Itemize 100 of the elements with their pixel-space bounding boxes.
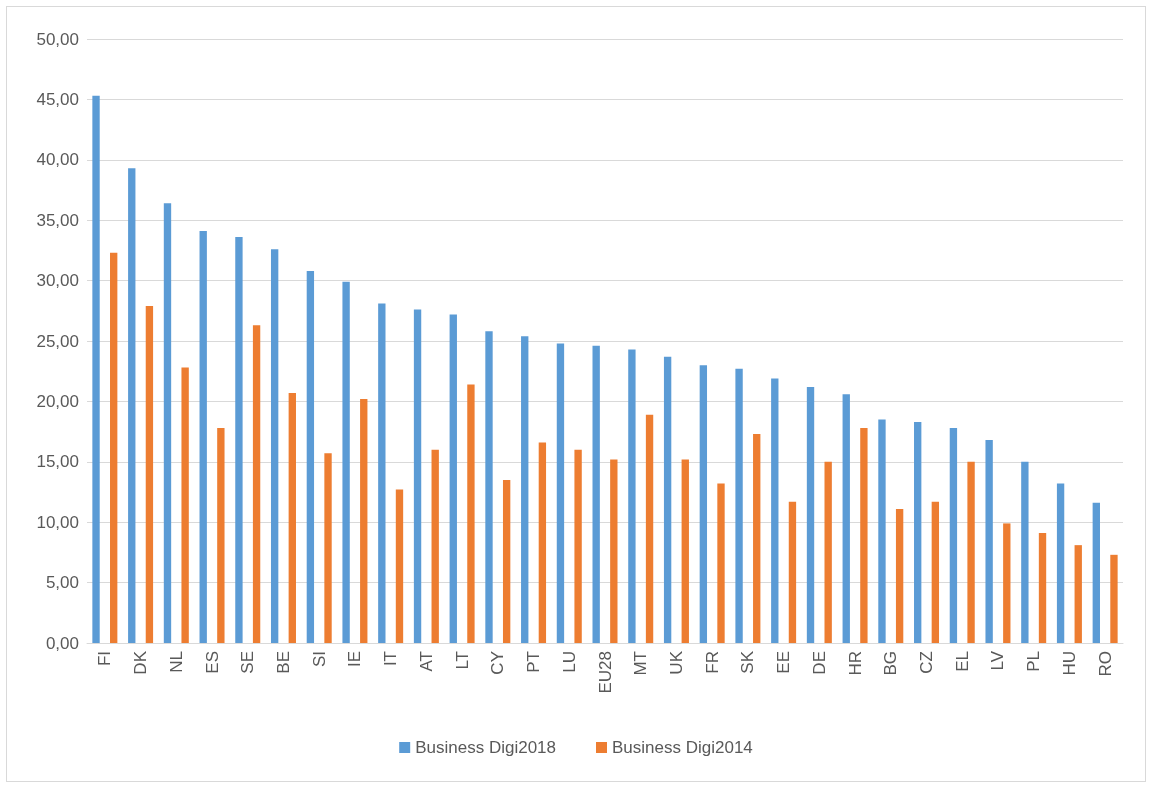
y-tick-label: 5,00 (45, 573, 79, 593)
x-tick-label: LU (559, 651, 579, 673)
x-tick-label: LV (988, 650, 1008, 671)
bar (217, 427, 225, 643)
x-tick-label: PT (524, 651, 544, 673)
bar (128, 168, 136, 643)
y-tick-label: 35,00 (36, 210, 79, 230)
bar (717, 483, 725, 643)
bar (699, 365, 708, 643)
bar (878, 419, 886, 643)
bar (842, 394, 850, 643)
bar (378, 303, 386, 643)
bar (949, 427, 958, 643)
bar (1110, 554, 1118, 643)
y-tick-label: 10,00 (36, 512, 79, 532)
bar (914, 421, 922, 643)
x-tick-label: FR (702, 651, 722, 674)
bar (199, 231, 207, 643)
x-tick-label: SK (738, 650, 758, 674)
bar (449, 314, 457, 643)
bar (181, 367, 189, 643)
bar (771, 378, 779, 643)
x-tick-label: CY (488, 651, 508, 675)
x-tick-label: MT (631, 651, 651, 676)
bar (556, 343, 565, 643)
bar (592, 345, 600, 643)
y-tick-label: 20,00 (36, 391, 79, 411)
x-tick-label: NL (166, 651, 186, 673)
bar (645, 414, 654, 643)
bar (252, 325, 261, 643)
x-tick-label: AT (416, 651, 436, 672)
legend-label: Business Digi2014 (612, 738, 753, 757)
bar (1056, 483, 1065, 643)
bar (145, 305, 154, 643)
bar (360, 398, 368, 643)
y-tick-label: 45,00 (36, 89, 79, 109)
y-tick-label: 30,00 (36, 271, 79, 291)
y-tick-label: 25,00 (36, 331, 79, 351)
bar (860, 427, 868, 643)
bar (806, 386, 815, 643)
bar (306, 270, 315, 643)
x-tick-label: IT (381, 651, 401, 667)
bar (735, 368, 743, 643)
bar (895, 508, 904, 643)
x-tick-label: BE (273, 651, 293, 674)
x-tick-label: LT (452, 651, 472, 670)
x-tick-label: EU28 (595, 651, 615, 694)
bar (1021, 461, 1029, 643)
bar (521, 336, 529, 643)
bar (663, 356, 672, 643)
bar (610, 459, 618, 643)
x-tick-label: RO (1095, 651, 1115, 677)
bar (92, 95, 100, 643)
legend-label: Business Digi2018 (415, 738, 557, 757)
bar (413, 309, 422, 643)
x-tick-label: DK (131, 650, 151, 675)
x-tick-label: FI (95, 651, 115, 667)
x-tick-label: HU (1059, 651, 1079, 676)
bar (431, 449, 439, 643)
y-tick-label: 15,00 (36, 452, 79, 472)
x-tick-label: ES (202, 651, 222, 674)
x-tick-label: DE (809, 651, 829, 675)
bar (985, 440, 993, 643)
bar (163, 203, 172, 643)
x-tick-label: EL (952, 651, 972, 672)
bar (538, 442, 547, 643)
x-tick-label: CZ (917, 651, 937, 674)
x-tick-label: SE (238, 651, 258, 674)
bar (288, 392, 296, 643)
bar (628, 349, 636, 643)
x-tick-label: EE (774, 651, 794, 674)
bar (395, 489, 404, 643)
x-tick-label: PL (1024, 651, 1044, 672)
bar (788, 501, 797, 643)
y-tick-label: 50,00 (36, 29, 79, 49)
bar (1038, 533, 1047, 643)
bar (574, 449, 582, 643)
bar (270, 249, 279, 643)
bar (502, 479, 511, 643)
bar (467, 384, 475, 643)
bar (1074, 545, 1082, 643)
bar (342, 281, 350, 643)
x-tick-label: HR (845, 651, 865, 676)
bar (1003, 523, 1011, 643)
x-tick-label: UK (666, 650, 686, 675)
bar (324, 453, 332, 643)
bar (1092, 502, 1100, 643)
x-tick-label: IE (345, 651, 365, 668)
bar (110, 252, 118, 643)
y-tick-label: 0,00 (45, 633, 79, 653)
y-tick-label: 40,00 (36, 150, 79, 170)
bar (753, 434, 761, 643)
bar (485, 331, 493, 643)
bar (235, 237, 243, 643)
bar (931, 501, 940, 643)
bar (824, 461, 832, 643)
x-tick-label: SI (309, 651, 329, 668)
bar (967, 461, 975, 643)
bar (681, 459, 689, 643)
x-tick-label: BG (881, 651, 901, 676)
